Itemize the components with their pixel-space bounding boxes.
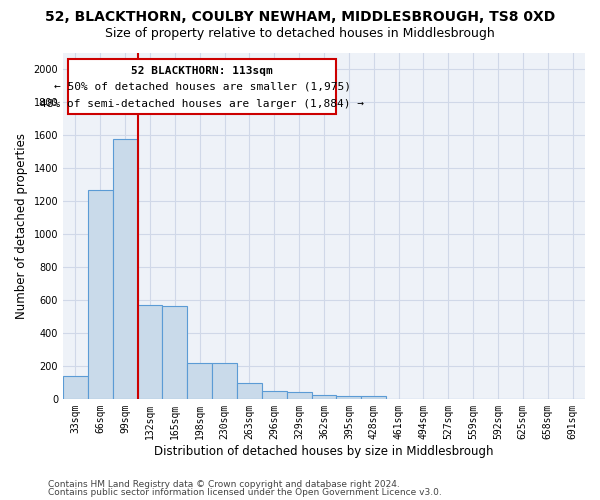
Bar bbox=[361, 396, 386, 399]
Bar bbox=[163, 306, 187, 399]
X-axis label: Distribution of detached houses by size in Middlesbrough: Distribution of detached houses by size … bbox=[154, 444, 494, 458]
FancyBboxPatch shape bbox=[68, 59, 337, 114]
Text: Size of property relative to detached houses in Middlesbrough: Size of property relative to detached ho… bbox=[105, 28, 495, 40]
Text: Contains public sector information licensed under the Open Government Licence v3: Contains public sector information licen… bbox=[48, 488, 442, 497]
Y-axis label: Number of detached properties: Number of detached properties bbox=[15, 132, 28, 318]
Bar bbox=[63, 376, 88, 399]
Bar bbox=[337, 396, 361, 399]
Bar bbox=[137, 305, 163, 399]
Bar bbox=[187, 362, 212, 399]
Bar bbox=[113, 139, 137, 399]
Bar bbox=[212, 364, 237, 399]
Text: 52, BLACKTHORN, COULBY NEWHAM, MIDDLESBROUGH, TS8 0XD: 52, BLACKTHORN, COULBY NEWHAM, MIDDLESBR… bbox=[45, 10, 555, 24]
Bar bbox=[88, 190, 113, 399]
Text: ← 50% of detached houses are smaller (1,975): ← 50% of detached houses are smaller (1,… bbox=[54, 82, 351, 92]
Bar bbox=[311, 394, 337, 399]
Text: 48% of semi-detached houses are larger (1,884) →: 48% of semi-detached houses are larger (… bbox=[40, 98, 364, 108]
Bar bbox=[262, 390, 287, 399]
Bar bbox=[287, 392, 311, 399]
Bar bbox=[237, 383, 262, 399]
Text: Contains HM Land Registry data © Crown copyright and database right 2024.: Contains HM Land Registry data © Crown c… bbox=[48, 480, 400, 489]
Text: 52 BLACKTHORN: 113sqm: 52 BLACKTHORN: 113sqm bbox=[131, 66, 273, 76]
